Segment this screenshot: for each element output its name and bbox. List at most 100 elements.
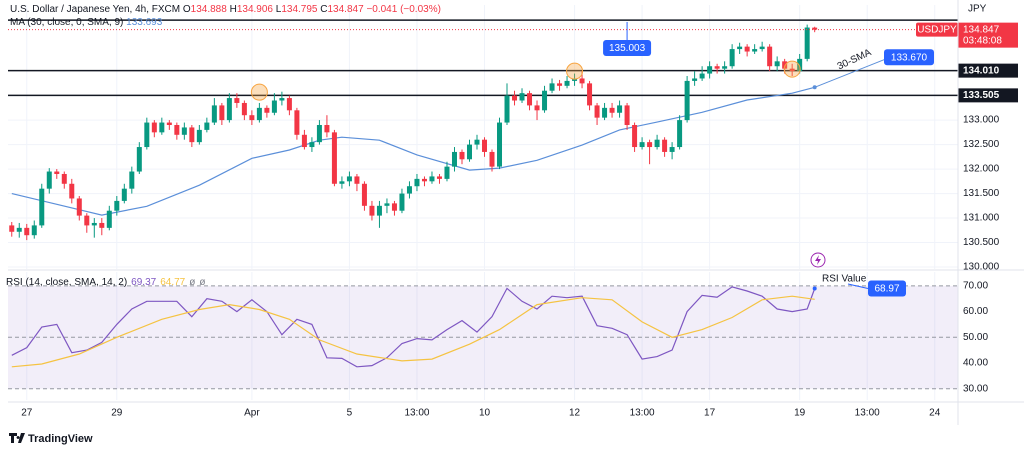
ohlc-value: 134.906 xyxy=(237,4,274,15)
candle-body xyxy=(166,122,172,125)
candle-body xyxy=(24,227,30,236)
candle-body xyxy=(189,127,195,143)
candle-body xyxy=(684,80,690,121)
candle-body xyxy=(339,181,345,184)
ohlc-value: 134.795 xyxy=(281,4,318,15)
candle-body xyxy=(692,78,698,81)
callout-box xyxy=(603,40,652,56)
candle-body xyxy=(84,215,90,226)
candle-body xyxy=(789,68,795,72)
annotation-label: 133.670 xyxy=(891,52,928,63)
candle-body xyxy=(782,61,788,69)
rsi-legend-value: ø xyxy=(189,277,195,288)
ohlc-key: C xyxy=(320,4,327,15)
candle-body xyxy=(632,125,638,148)
candle-body xyxy=(639,142,645,148)
candle-body xyxy=(384,203,390,206)
currency: JPY xyxy=(968,4,987,15)
candle-body xyxy=(39,188,45,226)
candle-body xyxy=(744,46,750,52)
candle-body xyxy=(249,115,255,121)
candle-body xyxy=(579,78,585,84)
x-tick-label: 13:00 xyxy=(855,408,880,419)
candle-body xyxy=(271,100,277,113)
candle-body xyxy=(767,46,773,67)
candle-body xyxy=(294,110,300,135)
candle-body xyxy=(204,122,210,130)
candle-body xyxy=(16,227,22,232)
annotation-box xyxy=(868,280,906,297)
candle-body xyxy=(114,200,120,211)
candle-body xyxy=(707,66,713,74)
candle-body xyxy=(812,27,818,30)
candle-body xyxy=(219,105,225,121)
symbol-box xyxy=(916,22,958,37)
candle-body xyxy=(196,129,202,143)
ohlc-value: 134.847 xyxy=(328,4,365,15)
x-tick-label: 13:00 xyxy=(404,408,429,419)
candle-body xyxy=(594,105,600,118)
candle-body xyxy=(617,105,623,113)
y-tick-label: 40.00 xyxy=(963,358,988,369)
marker xyxy=(566,62,584,80)
candle-body xyxy=(459,151,465,160)
x-tick-label: 10 xyxy=(479,408,491,419)
logo: TradingView xyxy=(9,433,93,445)
candle-body xyxy=(602,107,608,118)
candle-body xyxy=(444,166,450,179)
x-tick-label: 27 xyxy=(21,408,33,419)
candle-body xyxy=(504,95,510,123)
candle-body xyxy=(436,176,442,179)
candle-body xyxy=(804,27,810,59)
candle-body xyxy=(61,173,67,184)
candle-body xyxy=(474,139,480,145)
y-tick-label: 133.000 xyxy=(963,115,1000,126)
ohlc-key: O xyxy=(183,4,191,15)
candle-body xyxy=(376,205,382,216)
candle-body xyxy=(587,83,593,106)
candle-body xyxy=(159,122,165,133)
candle-body xyxy=(174,125,180,135)
candle-body xyxy=(737,46,743,50)
candle-body xyxy=(572,78,578,81)
rsi-title: RSI (14, close, SMA, 14, 2) xyxy=(6,277,127,288)
candle-body xyxy=(774,61,780,67)
candle-body xyxy=(557,83,563,86)
candle-body xyxy=(677,120,683,148)
candle-body xyxy=(549,83,555,91)
candle-body xyxy=(466,144,472,160)
candle-body xyxy=(121,188,127,201)
candle-body xyxy=(527,93,533,106)
candle-body xyxy=(414,178,420,187)
annotation-line xyxy=(814,58,886,88)
candle-body xyxy=(451,151,457,167)
candle-body xyxy=(714,66,720,69)
annotation-box xyxy=(884,49,934,66)
candle-body xyxy=(211,105,217,123)
annotation-label: 68.97 xyxy=(874,284,899,295)
candle-body xyxy=(699,73,705,79)
y-tick-label: 131.000 xyxy=(963,213,1000,224)
brand: TradingView xyxy=(28,433,93,445)
event-bolt xyxy=(815,255,821,265)
candle-body xyxy=(519,93,525,101)
ohlc-value: 134.888 xyxy=(191,4,228,15)
candle-body xyxy=(91,222,97,226)
candle-body xyxy=(331,132,337,184)
candle-body xyxy=(497,122,503,167)
logo-mark xyxy=(9,433,25,443)
price-box xyxy=(958,22,1018,48)
candle-body xyxy=(129,171,135,189)
candle-body xyxy=(669,147,675,152)
candle-body xyxy=(286,98,292,111)
rsi-line xyxy=(11,286,816,368)
candle-body xyxy=(489,151,495,167)
candle-body xyxy=(256,107,262,121)
candle-body xyxy=(662,139,668,152)
candle-body xyxy=(241,102,247,116)
ma-legend: MA (30, close, 0, SMA, 9) 133.693 xyxy=(10,17,163,28)
change: −0.041 (−0.03%) xyxy=(366,4,441,15)
candle-body xyxy=(99,222,105,228)
ma-value: 133.693 xyxy=(126,17,163,28)
